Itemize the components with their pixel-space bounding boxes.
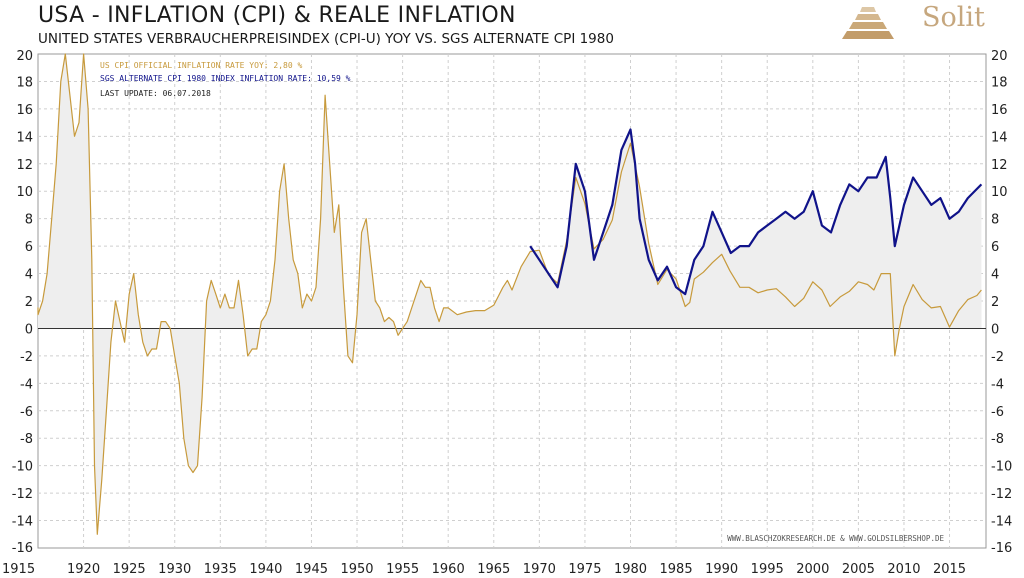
pyramid-logo-icon	[842, 7, 894, 39]
y-tick-label-right: -8	[991, 432, 1004, 447]
x-tick-label: 2010	[887, 562, 920, 577]
x-tick-label: 1940	[249, 562, 282, 577]
x-tick-label: 1955	[386, 562, 419, 577]
y-tick-label-right: 10	[991, 185, 1008, 200]
x-tick-label: 1935	[204, 562, 237, 577]
y-tick-label-left: 16	[16, 103, 33, 118]
y-tick-label-left: -12	[12, 487, 33, 502]
x-tick-label: 1930	[158, 562, 191, 577]
brand-logo-text: Solit	[922, 2, 985, 33]
chart-subtitle: UNITED STATES VERBRAUCHERPREISINDEX (CPI…	[38, 31, 614, 47]
series-line-sgs	[529, 128, 983, 296]
x-tick-label: 1950	[340, 562, 373, 577]
y-tick-label-left: -8	[20, 432, 33, 447]
y-tick-label-left: -16	[12, 541, 33, 556]
y-tick-label-right: -16	[991, 541, 1012, 556]
y-tick-label-right: -14	[991, 515, 1012, 530]
y-tick-label-left: -4	[20, 377, 33, 392]
x-tick-label: 2015	[933, 562, 966, 577]
y-tick-label-left: 20	[16, 49, 33, 64]
y-tick-label-right: 6	[991, 240, 999, 255]
x-tick-label: 1915	[2, 562, 35, 577]
x-tick-label: 1990	[705, 562, 738, 577]
series-fill-0	[38, 54, 982, 535]
x-tick-label: 1980	[614, 562, 647, 577]
series-lines	[37, 53, 983, 535]
x-tick-label: 1965	[477, 562, 510, 577]
y-tick-label-left: 10	[16, 185, 33, 200]
x-tick-label: 1945	[295, 562, 328, 577]
y-tick-label-right: 16	[991, 103, 1008, 118]
source-note: WWW.BLASCHZOKRESEARCH.DE & WWW.GOLDSILBE…	[727, 534, 944, 543]
y-tick-label-right: 20	[991, 49, 1008, 64]
x-tick-label: 2005	[842, 562, 875, 577]
y-tick-label-right: -6	[991, 405, 1004, 420]
y-tick-label-left: -6	[20, 405, 33, 420]
legend-sgs: SGS ALTERNATE CPI 1980 INDEX INFLATION R…	[100, 74, 351, 83]
y-tick-label-left: 6	[25, 240, 33, 255]
y-tick-label-left: 14	[16, 130, 33, 145]
y-tick-label-right: -10	[991, 460, 1012, 475]
y-tick-label-right: -12	[991, 487, 1012, 502]
y-tick-label-left: 4	[25, 268, 33, 283]
y-tick-label-right: -2	[991, 350, 1004, 365]
legend-last-update: LAST UPDATE: 06.07.2018	[100, 89, 211, 98]
y-tick-label-left: 0	[25, 322, 33, 337]
series-fill-1	[530, 129, 982, 329]
y-tick-label-right: -4	[991, 377, 1004, 392]
y-tick-label-right: 12	[991, 158, 1008, 173]
x-axis: 1915 1920 1925 1930 1935 1940 1945 1950 1955 1960…	[2, 562, 966, 577]
area-fills	[38, 54, 982, 535]
x-tick-label: 1985	[660, 562, 693, 577]
y-tick-label-right: 4	[991, 268, 999, 283]
x-tick-label: 1995	[751, 562, 784, 577]
x-tick-label: 1960	[432, 562, 465, 577]
y-tick-label-left: -14	[12, 515, 33, 530]
x-tick-label: 2000	[796, 562, 829, 577]
x-tick-label: 1925	[113, 562, 146, 577]
series-line-cpi	[37, 53, 982, 535]
y-tick-label-right: 18	[991, 75, 1008, 90]
chart-title: USA - INFLATION (CPI) & REALE INFLATION	[38, 3, 516, 28]
y-tick-label-left: 2	[25, 295, 33, 310]
y-tick-label-left: 8	[25, 213, 33, 228]
y-tick-label-left: 18	[16, 75, 33, 90]
y-tick-label-left: 12	[16, 158, 33, 173]
y-tick-label-right: 14	[991, 130, 1008, 145]
y-tick-label-left: -2	[20, 350, 33, 365]
x-tick-label: 1920	[67, 562, 100, 577]
x-tick-label: 1970	[523, 562, 556, 577]
y-tick-label-left: -10	[12, 460, 33, 475]
y-tick-label-right: 0	[991, 322, 999, 337]
x-tick-label: 1975	[568, 562, 601, 577]
y-tick-label-right: 2	[991, 295, 999, 310]
legend-cpi: US CPI OFFICIAL INFLATION RATE YOY: 2,80…	[100, 61, 302, 70]
y-tick-label-right: 8	[991, 213, 999, 228]
